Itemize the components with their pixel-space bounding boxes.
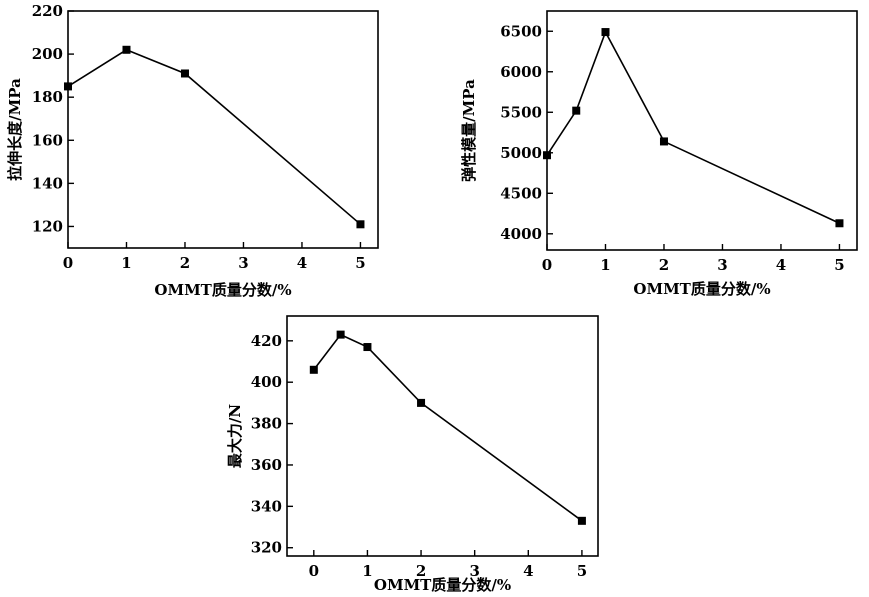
chart-tensile-strength: 0 1 2 3 4 5 120 140 160 180 200 220 OMMT质量分数/% 拉伸长度/M… (6, 2, 379, 299)
x-tick-label: 3 (717, 256, 727, 274)
x-tick-label: 2 (180, 254, 190, 272)
y-tick-label: 380 (251, 415, 282, 433)
y-tick-label: 160 (32, 131, 63, 149)
x-tick-label: 5 (834, 256, 844, 274)
x-tick-label: 3 (238, 254, 248, 272)
x-tick-label: 4 (297, 254, 307, 272)
y-axis-title: 弹性模量/MPa (460, 79, 478, 182)
plot-frame (546, 10, 858, 251)
data-point-marker (601, 28, 610, 37)
y-tick-label: 140 (32, 174, 63, 192)
y-tick-label: 340 (251, 497, 282, 515)
y-tick-label: 5500 (500, 103, 542, 121)
y-tick-label: 420 (251, 332, 282, 350)
x-tick-label: 0 (309, 562, 319, 580)
data-point-marker (336, 330, 345, 339)
data-point-marker (417, 398, 426, 407)
y-tick-label: 320 (251, 539, 282, 557)
y-tick-label: 6500 (500, 22, 542, 40)
x-tick-label: 2 (416, 562, 426, 580)
data-point-marker (659, 137, 668, 146)
data-point-marker (309, 365, 318, 374)
x-tick-label: 0 (63, 254, 73, 272)
x-tick-label: 1 (362, 562, 372, 580)
plot-frame (67, 10, 379, 249)
x-axis-title: OMMT质量分数/% (374, 576, 511, 594)
x-axis-title: OMMT质量分数/% (154, 281, 291, 299)
data-point-marker (572, 106, 581, 115)
data-point-marker (363, 343, 372, 352)
data-point-marker (835, 219, 844, 228)
plot-frame (286, 315, 599, 557)
y-tick-label: 120 (32, 217, 63, 235)
data-point-marker (356, 220, 365, 229)
x-tick-label: 4 (523, 562, 533, 580)
y-tick-label: 200 (32, 45, 63, 63)
data-point-marker (122, 45, 131, 54)
y-tick-label: 6000 (500, 63, 542, 81)
x-tick-label: 3 (469, 562, 479, 580)
series-line (67, 48, 361, 225)
y-tick-label: 360 (251, 456, 282, 474)
chart-elastic-modulus: 0 1 2 3 4 5 4000 4500 5000 5500 6000 6500 OMMT质量分数/%… (460, 10, 858, 298)
x-tick-label: 1 (600, 256, 610, 274)
data-point-marker (577, 516, 586, 525)
chart-maximum-force: 0 1 2 3 4 5 320 340 360 380 400 420 OMMT质量分数/% 最大力/N (226, 315, 599, 594)
y-tick-label: 5000 (500, 144, 542, 162)
series-line (313, 333, 583, 522)
x-axis-title: OMMT质量分数/% (633, 280, 770, 298)
data-point-marker (180, 69, 189, 78)
y-tick-label: 400 (251, 373, 282, 391)
x-tick-label: 5 (577, 562, 587, 580)
y-tick-label: 4500 (500, 184, 542, 202)
x-tick-label: 1 (121, 254, 131, 272)
x-tick-label: 0 (542, 256, 552, 274)
y-tick-label: 220 (32, 2, 63, 20)
x-tick-label: 2 (659, 256, 669, 274)
y-axis-title: 拉伸长度/MPa (6, 78, 24, 181)
y-axis-title: 最大力/N (226, 404, 244, 468)
data-point-marker (543, 151, 551, 160)
x-tick-label: 4 (776, 256, 786, 274)
series-line (546, 30, 840, 224)
x-tick-label: 5 (355, 254, 365, 272)
y-tick-label: 4000 (500, 225, 542, 243)
y-tick-label: 180 (32, 88, 63, 106)
data-point-marker (64, 82, 72, 91)
